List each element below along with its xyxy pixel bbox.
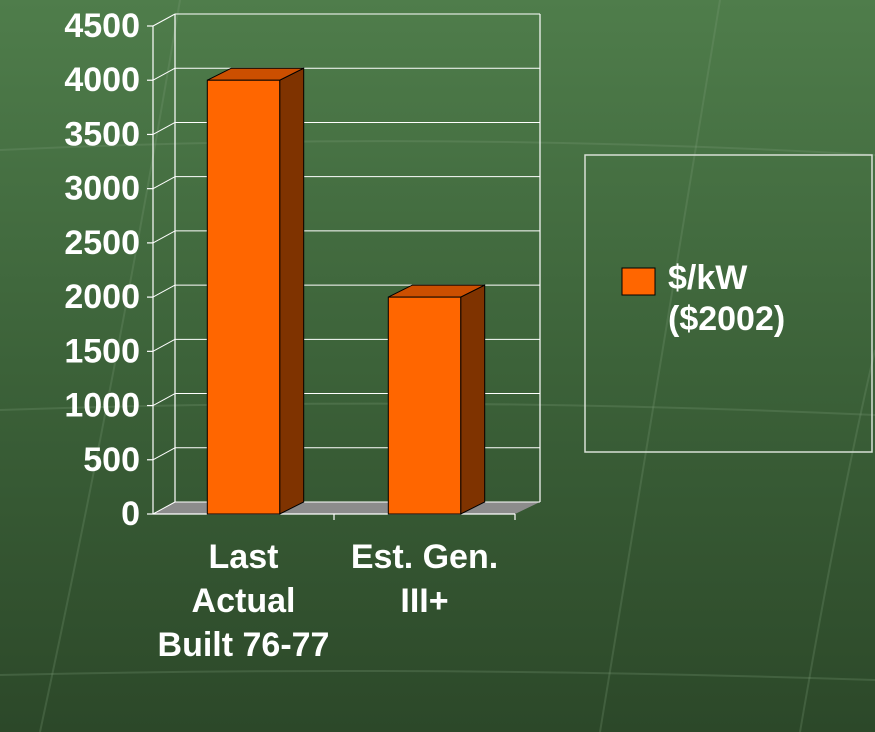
y-tick-label: 4000: [64, 61, 140, 99]
x-tick-label: Last Actual Built 76-77: [157, 538, 330, 664]
grid-line-side: [152, 284, 176, 298]
y-tick-label: 3000: [64, 170, 140, 208]
grid-line-side: [152, 13, 176, 27]
y-tick-label: 2000: [64, 278, 140, 316]
bar-side: [279, 67, 305, 515]
y-tick-label: 3500: [64, 115, 140, 153]
legend-label: $/kW ($2002): [668, 259, 786, 338]
grid-line-side: [152, 230, 176, 244]
bar-side: [460, 284, 486, 515]
grid-line-side: [152, 447, 176, 461]
y-tick-label: 4500: [64, 7, 140, 45]
bar: [387, 296, 462, 515]
grid-line-side: [152, 122, 176, 135]
grid-line-side: [152, 67, 176, 81]
y-tick-label: 2500: [64, 224, 140, 262]
y-tick-label: 500: [83, 441, 140, 479]
bar: [206, 79, 281, 515]
y-tick-label: 1500: [64, 332, 140, 370]
grid-line-side: [152, 338, 176, 352]
y-tick-label: 1000: [64, 387, 140, 425]
y-tick-label: 0: [121, 495, 140, 533]
legend-box: [584, 154, 873, 453]
grid-line-side: [152, 393, 176, 406]
legend-swatch: [621, 267, 656, 296]
grid-line-side: [152, 176, 176, 190]
x-tick-label: Est. Gen. III+: [350, 538, 499, 620]
grid-line-side: [152, 501, 176, 515]
